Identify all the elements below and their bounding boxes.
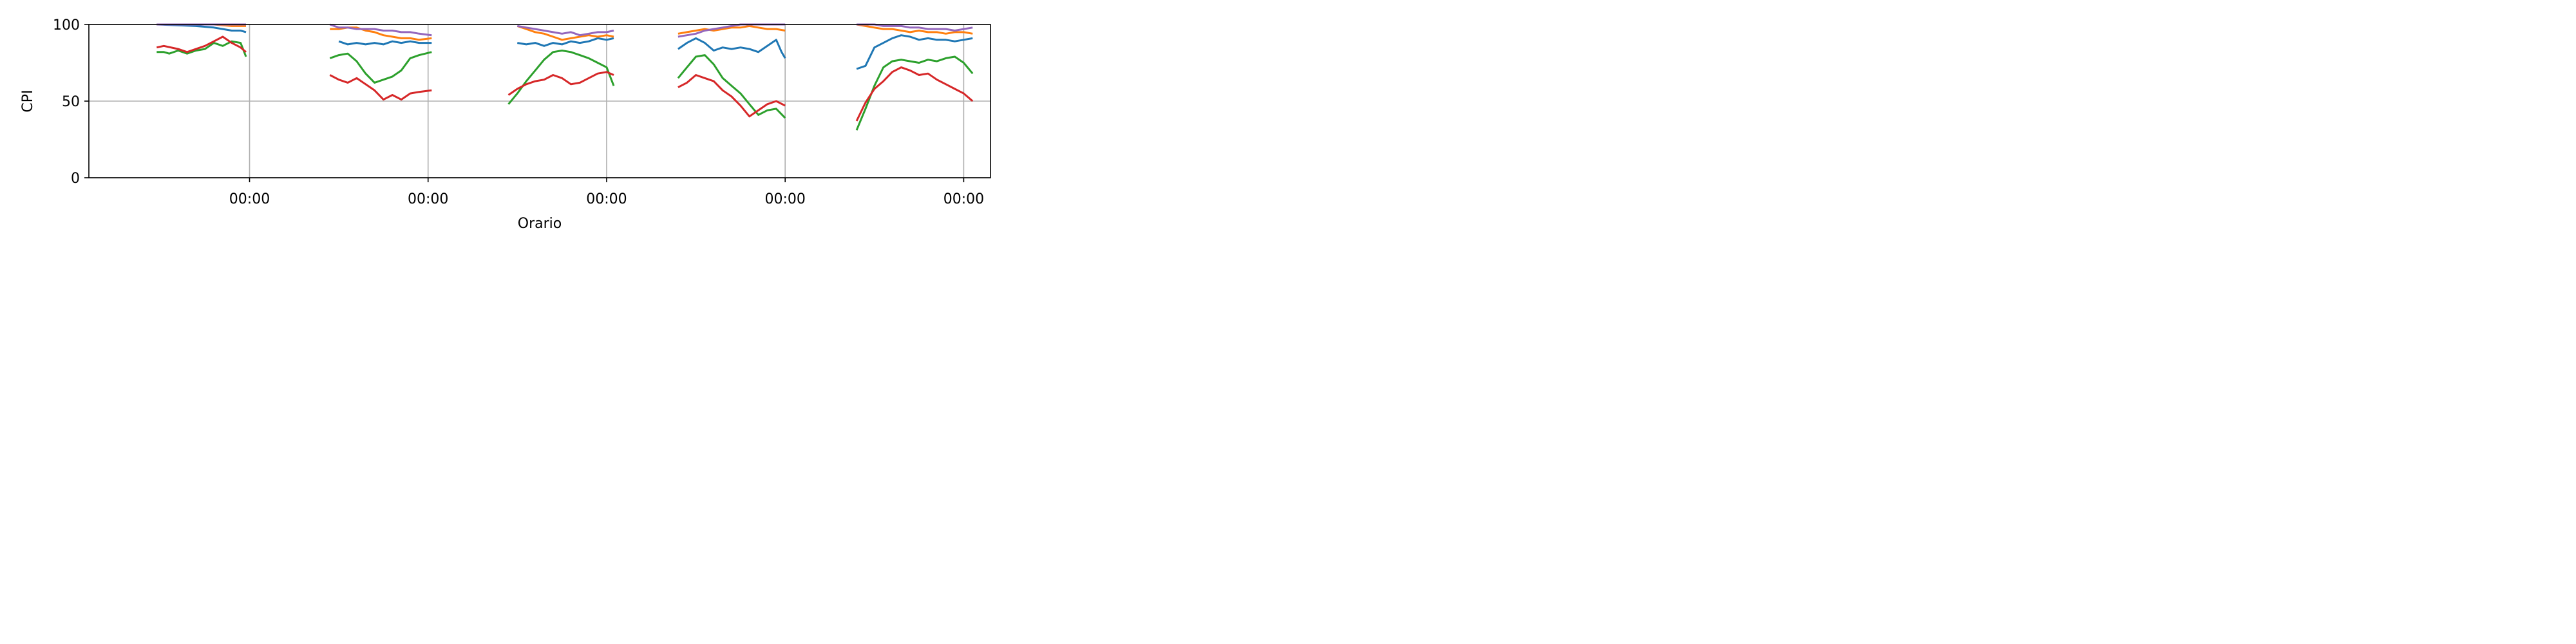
series-2-segment-3 <box>516 24 614 41</box>
series-2-segment-5 <box>856 23 973 35</box>
x-tick-label: 00:00 <box>229 191 270 207</box>
series-4-segment-4 <box>677 74 786 118</box>
series-3-segment-3 <box>507 50 615 105</box>
series-3-segment-1 <box>156 40 247 57</box>
axis-ticks: 0 50 100 00:00 00:00 00:00 00:00 00:00 <box>53 17 984 207</box>
y-tick-label: 0 <box>71 171 80 187</box>
y-axis-label: CPI <box>20 90 36 112</box>
series-3 <box>156 40 974 131</box>
x-tick-label: 00:00 <box>764 191 805 207</box>
series-4-segment-5 <box>855 66 974 122</box>
y-tick-label: 50 <box>62 94 80 110</box>
x-tick-label: 00:00 <box>943 191 984 207</box>
series-2-segment-4 <box>677 24 786 35</box>
series-lines <box>156 23 974 131</box>
series-2 <box>156 23 973 41</box>
series-1 <box>156 23 973 70</box>
x-tick-label: 00:00 <box>408 191 448 207</box>
series-1-segment-2 <box>338 40 432 46</box>
chart: 0 50 100 00:00 00:00 00:00 00:00 00:00 CPI Orar… <box>0 0 1010 252</box>
series-3-segment-5 <box>855 55 974 131</box>
series-5 <box>156 23 973 38</box>
series-3-segment-2 <box>329 51 432 84</box>
series-1-segment-3 <box>517 37 614 47</box>
y-tick-label: 100 <box>53 17 80 33</box>
x-axis-label: Orario <box>518 216 562 232</box>
series-4-segment-1 <box>156 35 247 53</box>
line-chart-svg: 0 50 100 00:00 00:00 00:00 00:00 00:00 CPI Orar… <box>20 17 991 232</box>
series-1-segment-5 <box>856 34 973 70</box>
series-4-segment-3 <box>507 71 614 96</box>
series-5-segment-3 <box>517 24 614 37</box>
series-4-segment-2 <box>329 74 432 101</box>
x-tick-label: 00:00 <box>586 191 627 207</box>
series-3-segment-4 <box>677 54 786 119</box>
series-5-segment-2 <box>329 23 432 37</box>
series-1-segment-4 <box>677 37 786 59</box>
series-4 <box>156 35 974 122</box>
grid <box>89 24 990 178</box>
